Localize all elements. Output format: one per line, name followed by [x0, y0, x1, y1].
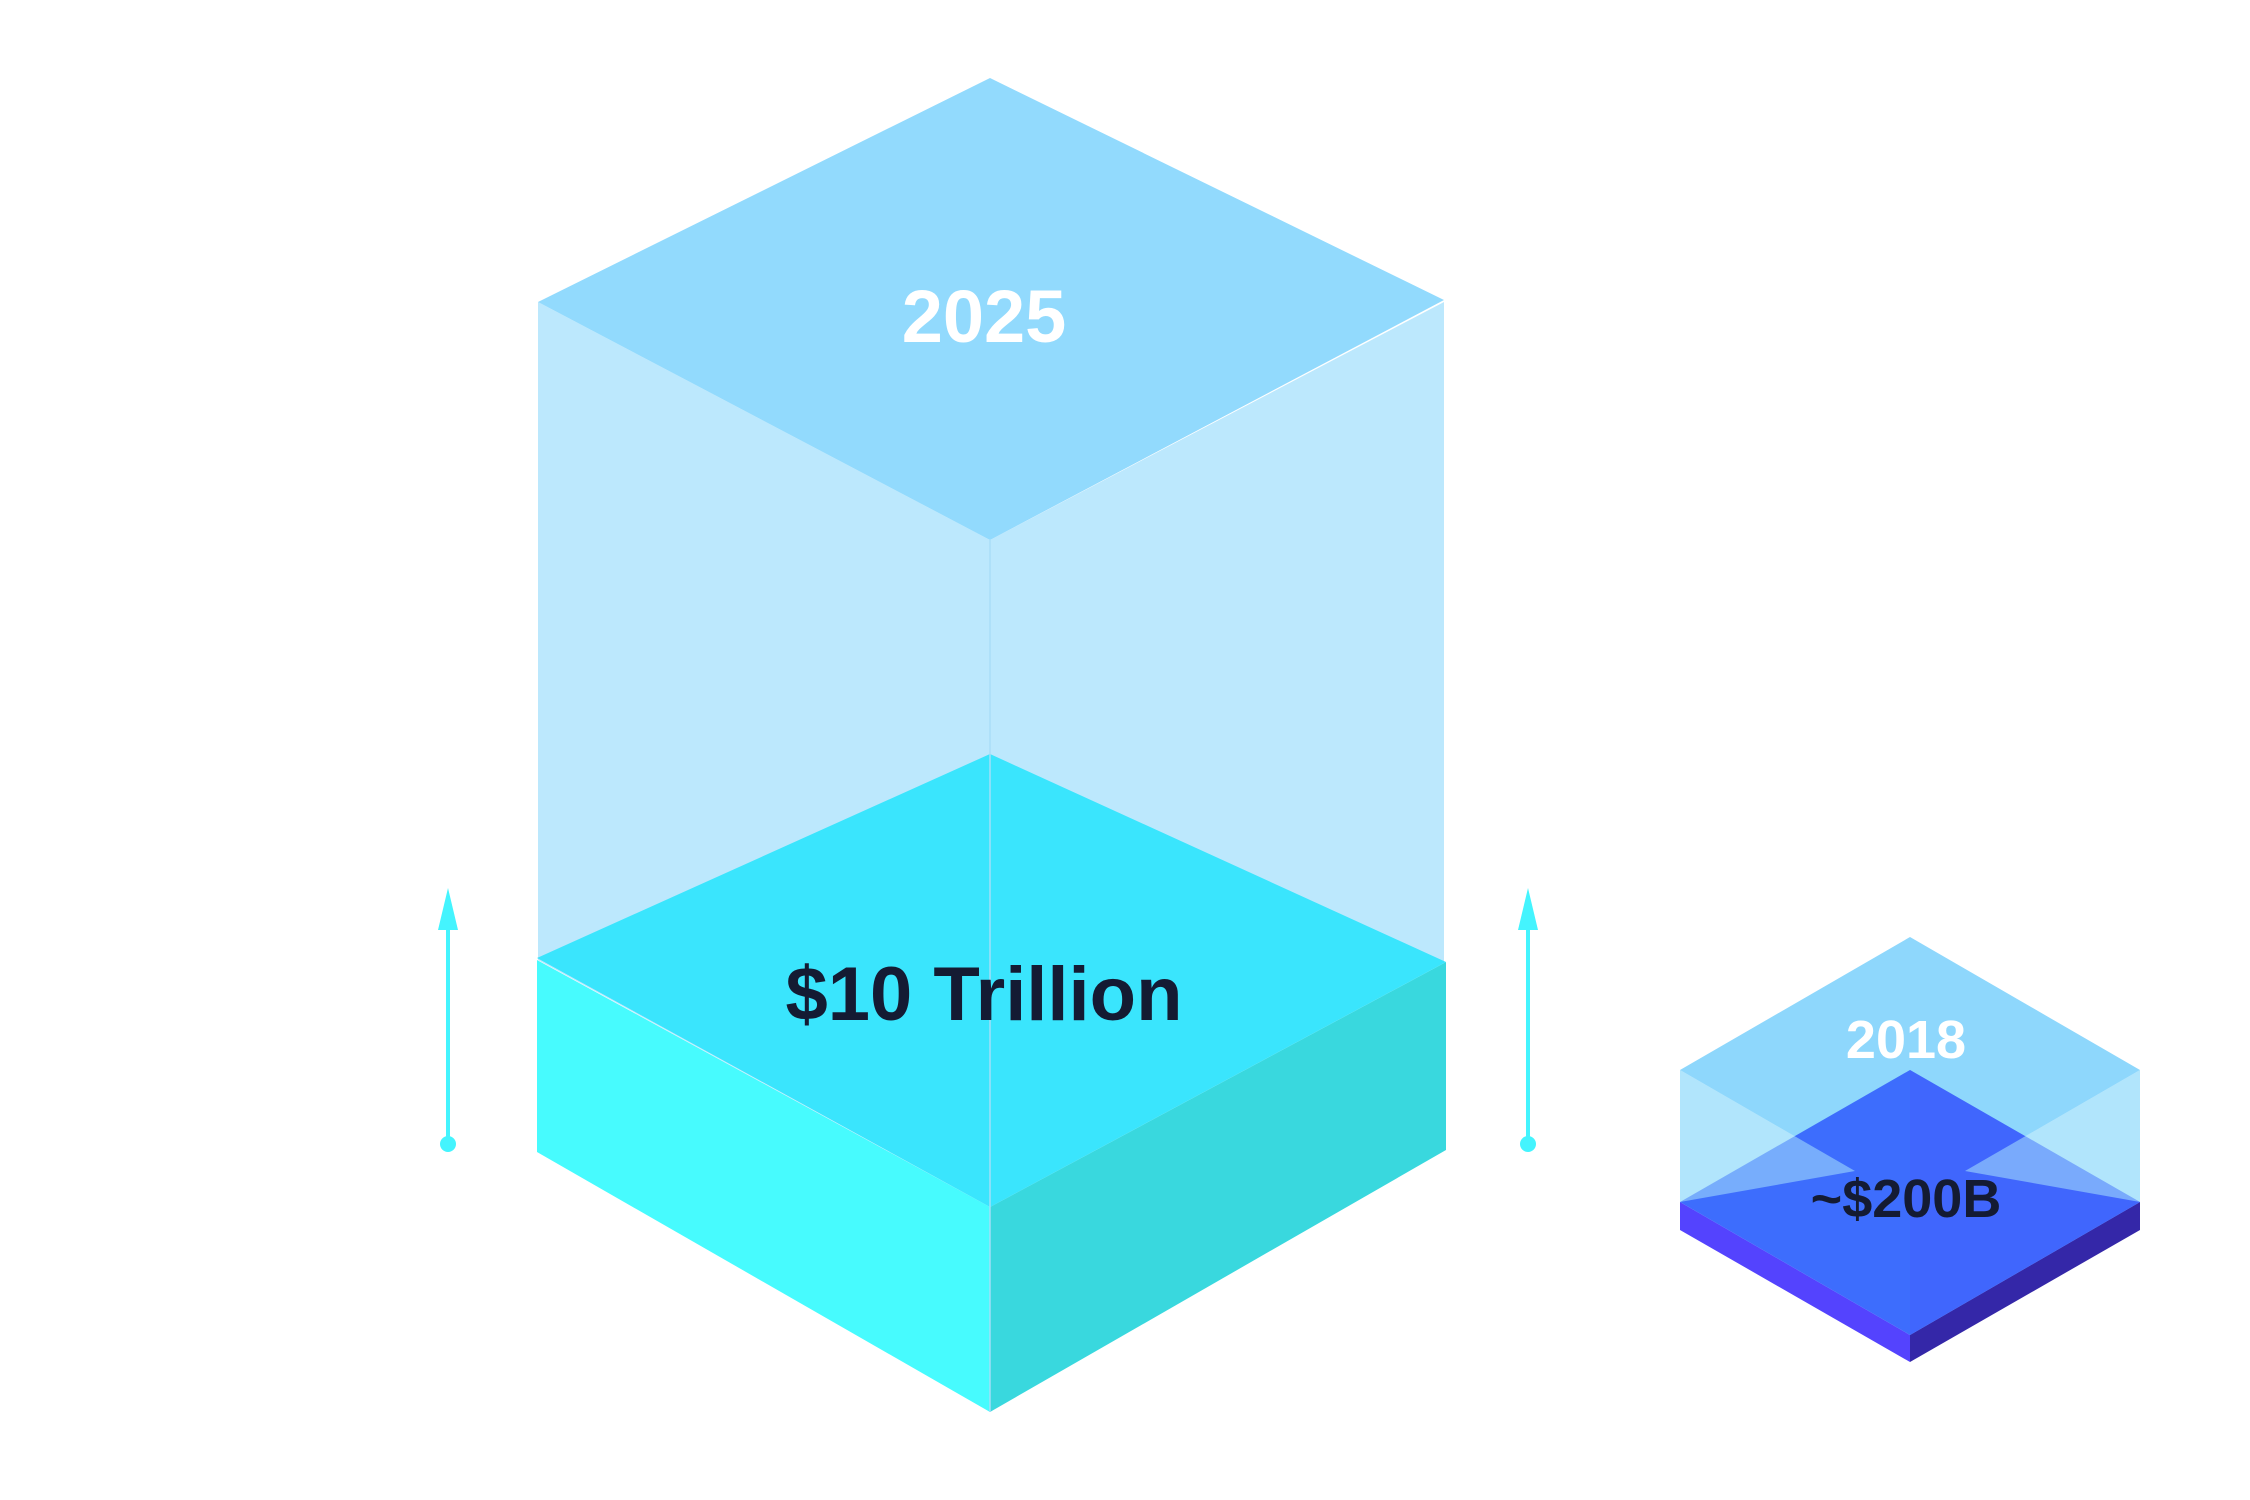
cube-2018-fill-left-face: [1680, 1202, 1910, 1362]
cube-2025: 2025 $10 Trillion: [537, 78, 1446, 1412]
cube-2018-year-label: 2018: [1846, 1010, 1966, 1070]
cube-2025-fill-left-face: [537, 960, 990, 1412]
cube-2025-year-label: 2025: [902, 275, 1067, 358]
cube-2018-left-glass-overlap: [1680, 1070, 1855, 1202]
up-arrow-icon: [1518, 888, 1538, 1152]
cube-2018-fill-right-face: [1910, 1202, 2140, 1362]
cube-2025-fill-top-face: [537, 754, 1446, 1207]
cube-2018: 2018 ~$200B: [1680, 937, 2140, 1362]
cube-2018-fill-top-right: [1910, 1070, 2140, 1335]
up-arrow-icon: [438, 888, 458, 1152]
cube-2025-top-face: [538, 78, 1444, 540]
cube-2025-value-label: $10 Trillion: [785, 952, 1182, 1037]
cube-2018-right-glass-overlap: [1965, 1070, 2140, 1202]
cube-2018-value-label: ~$200B: [1811, 1169, 2002, 1229]
cube-2025-fill-right-face: [990, 962, 1446, 1412]
